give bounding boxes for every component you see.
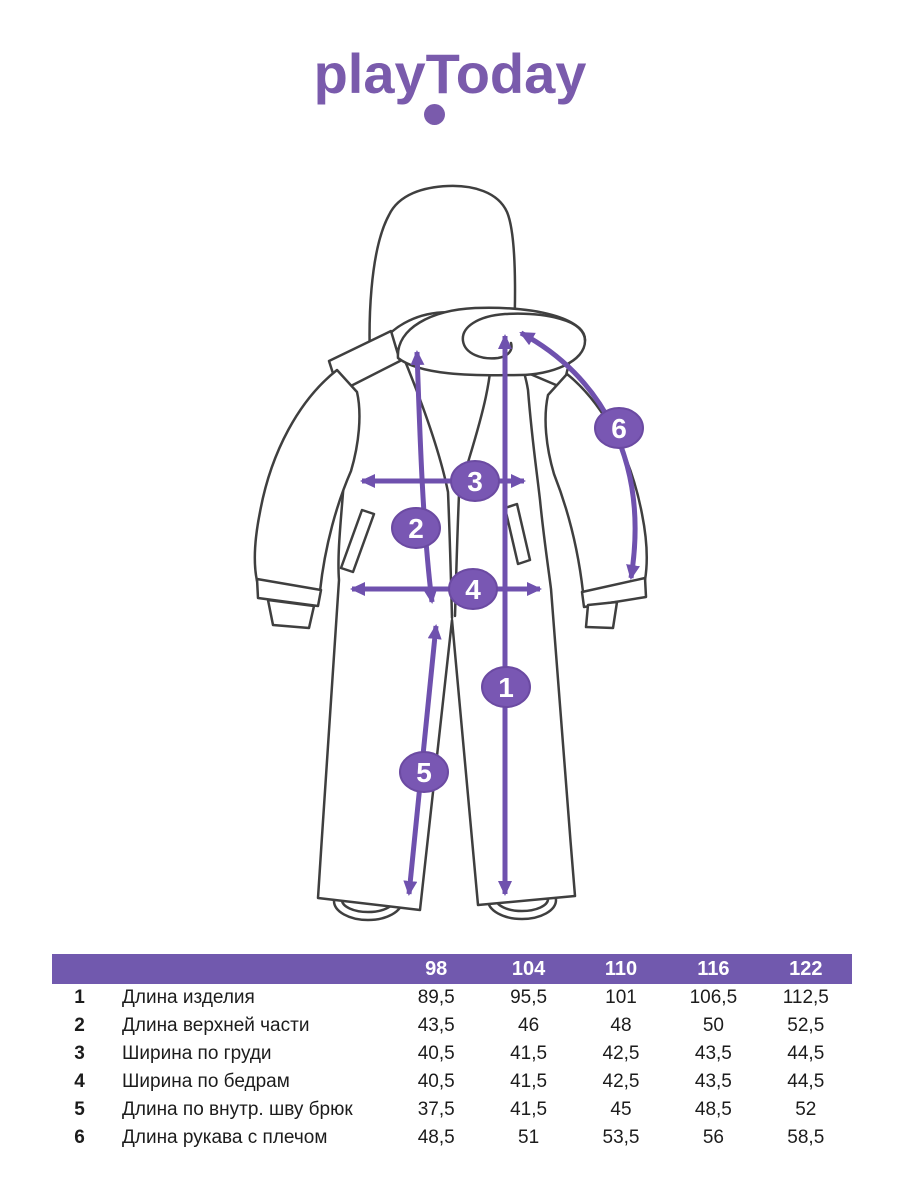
size-table: 98 104 110 116 122 1 Длина изделия 89,5 … — [52, 954, 852, 1152]
table-row: 4 Ширина по бедрам 40,5 41,5 42,5 43,5 4… — [52, 1068, 852, 1096]
cell-value: 56 — [702, 1127, 724, 1148]
cell-value: 46 — [518, 1015, 540, 1036]
table-row: 2 Длина верхней части 43,5 46 48 50 52,5 — [52, 1012, 852, 1040]
svg-text:2: 2 — [408, 513, 424, 544]
svg-text:3: 3 — [467, 466, 483, 497]
measurement-marker-5: 5 — [399, 751, 449, 793]
cell-value: 41,5 — [510, 1099, 548, 1120]
cell-value: 50 — [702, 1015, 724, 1036]
cell-value: 45 — [610, 1099, 632, 1120]
cell-value: 52 — [795, 1099, 817, 1120]
brand-logo-text: playToday — [313, 42, 587, 105]
cell-value: 44,5 — [787, 1071, 825, 1092]
measurement-marker-3: 3 — [450, 460, 500, 502]
table-header-row: 98 104 110 116 122 — [52, 954, 852, 984]
cell-value: 48 — [610, 1015, 632, 1036]
measurement-marker-2: 2 — [391, 507, 441, 549]
measurement-marker-1: 1 — [481, 666, 531, 708]
cell-value: 40,5 — [417, 1043, 455, 1064]
row-label: Ширина по груди — [122, 1043, 272, 1064]
garment-outline — [253, 184, 648, 922]
row-label: Длина рукава с плечом — [122, 1127, 328, 1148]
svg-text:6: 6 — [611, 413, 627, 444]
row-number: 4 — [74, 1071, 85, 1092]
cell-value: 48,5 — [417, 1127, 455, 1148]
cell-value: 53,5 — [602, 1127, 640, 1148]
table-row: 6 Длина рукава с плечом 48,5 51 53,5 56 … — [52, 1124, 852, 1152]
brand-logo: playToday — [0, 42, 900, 125]
cell-value: 43,5 — [694, 1043, 732, 1064]
cell-value: 43,5 — [417, 1015, 455, 1036]
cell-value: 112,5 — [782, 987, 829, 1008]
row-label: Ширина по бедрам — [122, 1071, 290, 1092]
measurement-marker-6: 6 — [594, 407, 644, 449]
row-number: 5 — [74, 1099, 85, 1120]
cuff-right — [580, 576, 648, 630]
cell-value: 41,5 — [510, 1043, 548, 1064]
size-header-104: 104 — [511, 957, 546, 980]
svg-text:4: 4 — [465, 574, 481, 605]
size-header-110: 110 — [604, 957, 638, 980]
row-label: Длина по внутр. шву брюк — [122, 1099, 353, 1120]
table-row: 3 Ширина по груди 40,5 41,5 42,5 43,5 44… — [52, 1040, 852, 1068]
cell-value: 101 — [605, 987, 637, 1008]
cell-value: 106,5 — [689, 987, 738, 1008]
cell-value: 51 — [518, 1127, 540, 1148]
pocket-left — [339, 508, 376, 574]
cell-value: 42,5 — [602, 1071, 640, 1092]
cell-value: 44,5 — [787, 1043, 825, 1064]
cell-value: 41,5 — [510, 1071, 548, 1092]
cell-value: 48,5 — [694, 1099, 732, 1120]
brand-logo-dot-icon — [424, 104, 445, 125]
row-number: 2 — [74, 1015, 85, 1036]
measurement-marker-4: 4 — [448, 568, 498, 610]
cell-value: 89,5 — [417, 987, 455, 1008]
cell-value: 37,5 — [417, 1099, 455, 1120]
row-label: Длина верхней части — [122, 1015, 310, 1036]
cell-value: 43,5 — [694, 1071, 732, 1092]
svg-text:5: 5 — [416, 757, 432, 788]
table-row: 1 Длина изделия 89,5 95,5 101 106,5 112,… — [52, 984, 852, 1012]
row-number: 3 — [74, 1043, 85, 1064]
row-label: Длина изделия — [122, 987, 255, 1008]
cell-value: 58,5 — [787, 1127, 825, 1148]
svg-text:1: 1 — [498, 672, 514, 703]
size-header-116: 116 — [697, 957, 730, 980]
size-header-98: 98 — [425, 957, 448, 980]
table-row: 5 Длина по внутр. шву брюк 37,5 41,5 45 … — [52, 1096, 852, 1124]
cell-value: 95,5 — [510, 987, 548, 1008]
size-header-122: 122 — [789, 957, 823, 980]
cuff-left — [255, 577, 323, 630]
cell-value: 40,5 — [417, 1071, 455, 1092]
cell-value: 42,5 — [602, 1043, 640, 1064]
cell-value: 52,5 — [787, 1015, 825, 1036]
row-number: 1 — [74, 987, 85, 1008]
row-number: 6 — [74, 1127, 85, 1148]
